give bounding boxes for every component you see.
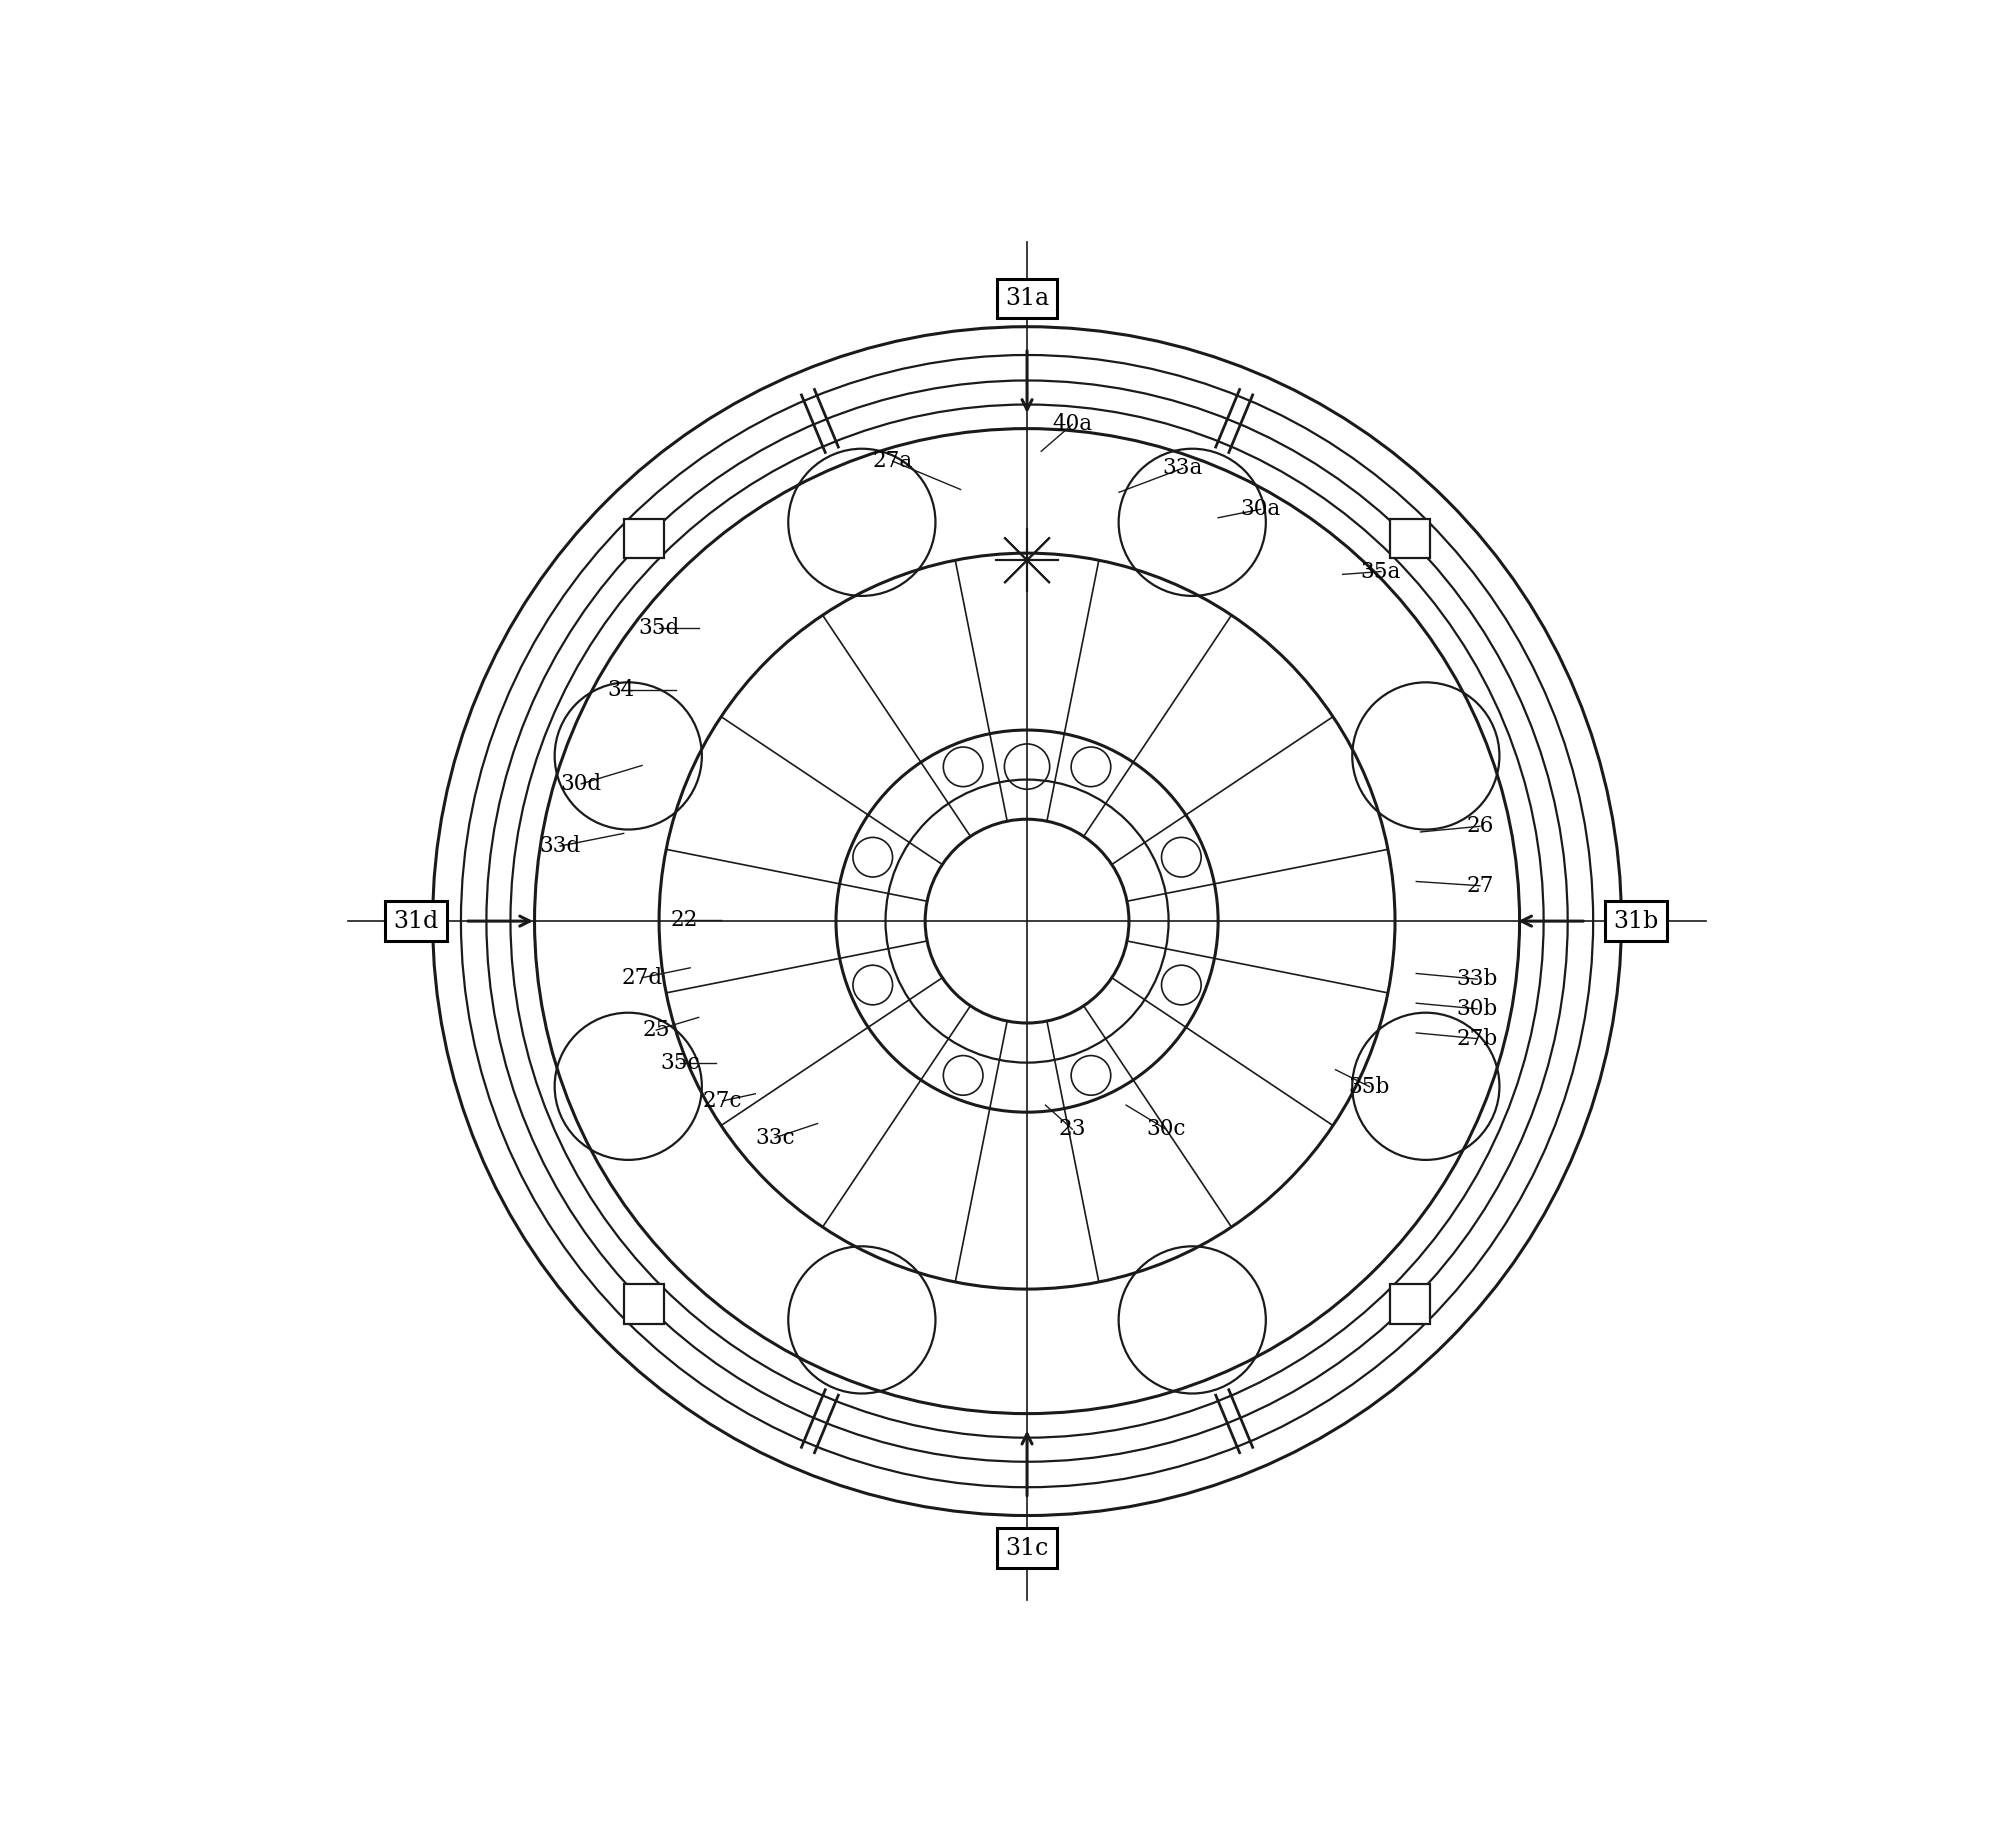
Text: 26: 26 (1467, 816, 1493, 838)
Text: 27a: 27a (872, 450, 912, 472)
Text: 33d: 33d (539, 834, 581, 857)
Text: 30c: 30c (1146, 1118, 1186, 1140)
Text: 27: 27 (1467, 875, 1493, 897)
Text: 31a: 31a (1004, 287, 1050, 311)
Text: 40a: 40a (1052, 414, 1092, 436)
Text: 31b: 31b (1613, 910, 1657, 932)
Text: 34: 34 (607, 680, 635, 702)
Text: 30a: 30a (1240, 498, 1281, 520)
Text: 33a: 33a (1162, 458, 1202, 480)
Bar (625, 518, 663, 559)
Text: 30b: 30b (1457, 998, 1497, 1020)
Text: 27b: 27b (1457, 1027, 1497, 1049)
Text: 27c: 27c (703, 1090, 743, 1112)
Bar (1391, 1285, 1429, 1323)
Text: 25: 25 (643, 1018, 669, 1040)
Text: 35a: 35a (1361, 561, 1401, 583)
Text: 35d: 35d (639, 618, 679, 640)
Text: 33b: 33b (1457, 969, 1497, 991)
Text: 23: 23 (1058, 1118, 1086, 1140)
Text: 31c: 31c (1006, 1537, 1048, 1560)
Text: 33c: 33c (756, 1127, 796, 1149)
Text: 27d: 27d (621, 967, 663, 989)
Text: 35b: 35b (1349, 1075, 1391, 1097)
Text: 31d: 31d (393, 910, 439, 932)
Text: 22: 22 (671, 908, 697, 930)
Bar (1391, 518, 1429, 559)
Text: 35c: 35c (661, 1051, 699, 1073)
Bar (625, 1285, 663, 1323)
Text: 30d: 30d (561, 772, 601, 794)
